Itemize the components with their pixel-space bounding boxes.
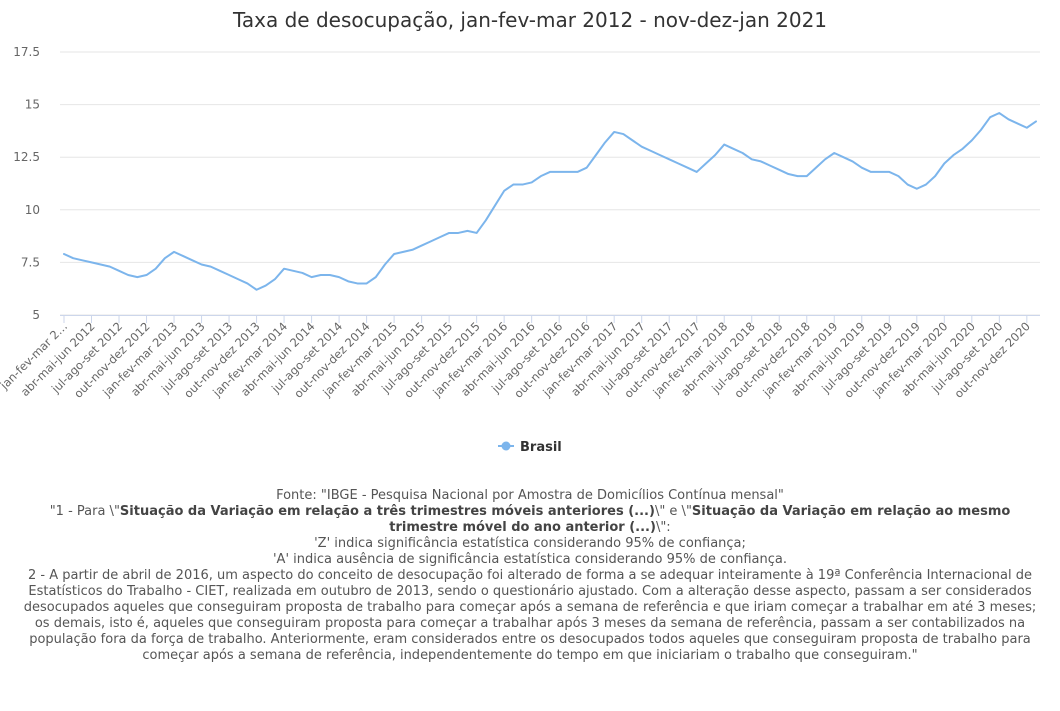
y-tick-label: 15 (25, 98, 40, 112)
y-axis: 5 7.5 10 12.5 15 17.5 (13, 45, 40, 322)
note-1: "1 - Para \"Situação da Variação em rela… (20, 504, 1040, 536)
note-1-prefix: "1 - Para \" (49, 504, 120, 519)
note-1-bold-1: Situação da Variação em relação a três t… (119, 504, 655, 519)
chart-notes: Fonte: "IBGE - Pesquisa Nacional por Amo… (20, 488, 1040, 664)
chart-title: Taxa de desocupação, jan-fev-mar 2012 - … (232, 8, 828, 32)
note-a: 'A' indica ausência de significância est… (272, 552, 787, 567)
grid-lines (60, 51, 1040, 316)
source-note: Fonte: "IBGE - Pesquisa Nacional por Amo… (276, 488, 784, 503)
note-z: 'Z' indica significância estatística con… (314, 536, 746, 551)
legend-marker-icon[interactable] (501, 441, 511, 451)
x-axis: jan-fev-mar 2…abr-mai-jun 2012jul-ago-se… (0, 315, 1040, 401)
note-2: 2 - A partir de abril de 2016, um aspect… (23, 568, 1037, 663)
legend[interactable]: Brasil (498, 440, 562, 455)
y-tick-label: 10 (25, 203, 40, 217)
legend-label[interactable]: Brasil (520, 440, 562, 455)
y-tick-label: 5 (32, 308, 40, 322)
series-line[interactable] (63, 112, 1037, 291)
y-tick-label: 12.5 (13, 150, 40, 164)
note-1-mid: \" e \" (654, 504, 692, 519)
y-tick-label: 17.5 (13, 45, 40, 59)
note-1-suffix: \": (655, 520, 671, 535)
line-chart: 5 7.5 10 12.5 15 17.5 jan-fev-mar 2…abr-mai-j… (0, 45, 1040, 455)
y-tick-label: 7.5 (21, 255, 40, 269)
series-brasil[interactable] (63, 112, 1037, 291)
note-1-bold-2: Situação da Variação em relação ao mesmo… (389, 504, 1011, 535)
